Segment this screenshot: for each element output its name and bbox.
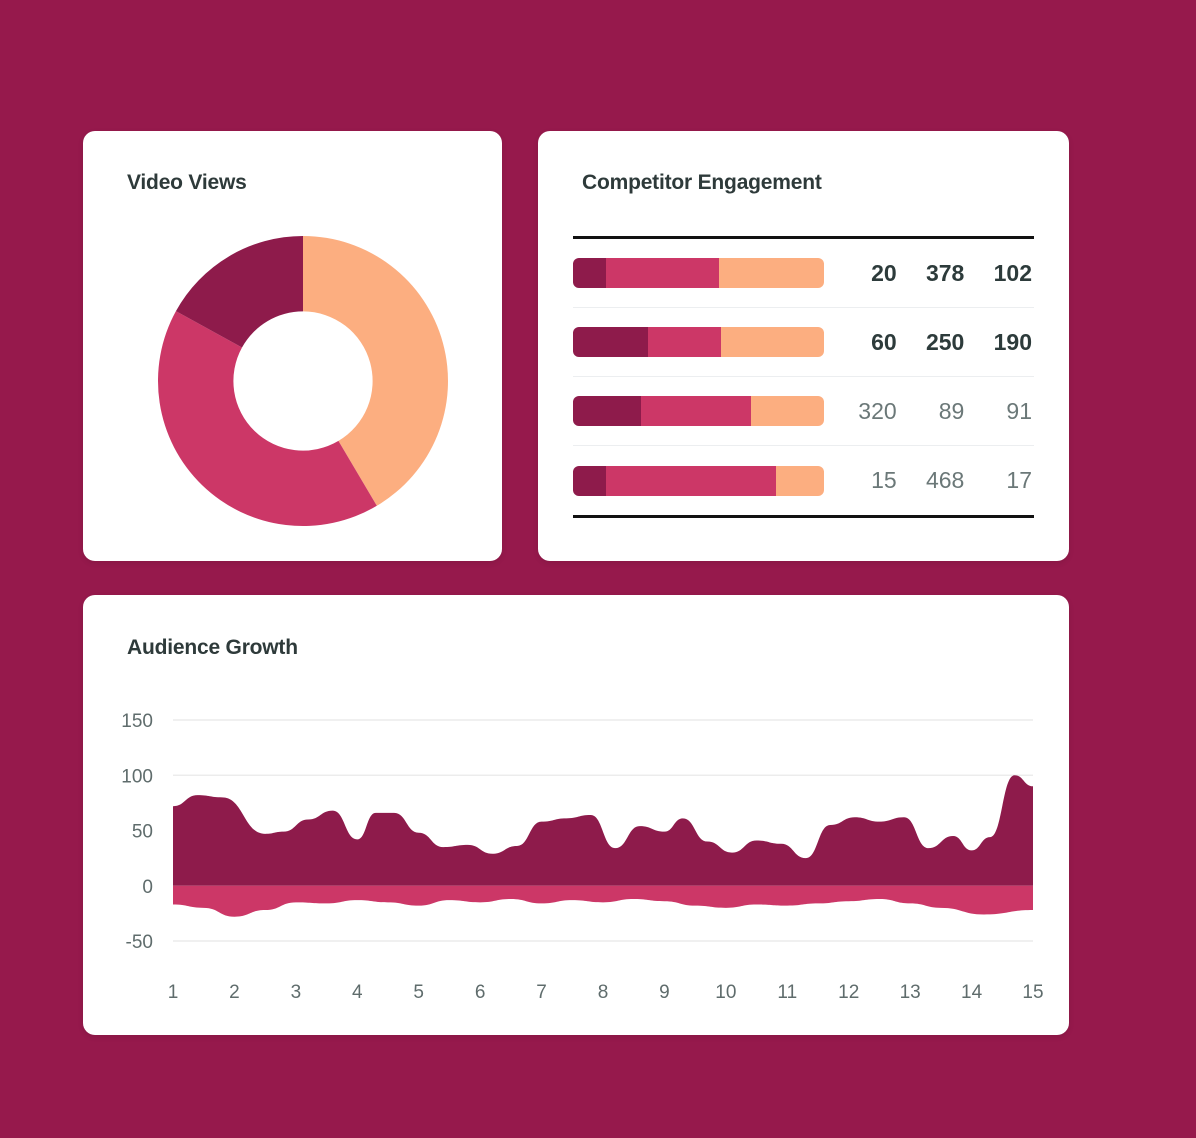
stacked-bar [573, 396, 824, 426]
bar-segment [573, 465, 606, 496]
competitor-table: 20 378 102 60 250 190 320 89 91 15 468 17 [573, 236, 1034, 518]
bar-segment [605, 465, 777, 496]
table-row[interactable]: 20 378 102 [573, 239, 1034, 308]
bar-segment [776, 465, 824, 496]
y-axis-tick-label: 0 [142, 877, 153, 898]
audience-growth-title: Audience Growth [127, 636, 298, 659]
x-axis-tick-label: 13 [900, 982, 921, 1003]
table-cell-value: 15 [871, 467, 897, 493]
area-series [173, 885, 1033, 917]
y-axis-tick-label: 100 [121, 766, 153, 787]
bar-segment [640, 396, 752, 426]
stacked-bar-cell [573, 258, 831, 288]
bar-segment [573, 396, 641, 426]
table-cell-value: 468 [925, 467, 965, 493]
bar-segment [573, 258, 606, 288]
x-axis-tick-label: 2 [229, 982, 240, 1003]
stacked-bar [573, 465, 824, 496]
chart-areas [173, 775, 1033, 917]
x-axis-tick-label: 15 [1022, 982, 1043, 1003]
competitor-table-body: 20 378 102 60 250 190 320 89 91 15 468 17 [573, 239, 1034, 515]
video-views-card: Video Views [83, 131, 502, 561]
x-axis-tick-label: 3 [291, 982, 302, 1003]
table-cell-value: 17 [1006, 467, 1033, 493]
x-axis-tick-label: 10 [715, 982, 736, 1003]
y-axis-labels: 150 100 50 0 -50 [121, 711, 153, 953]
table-row[interactable]: 15 468 17 [573, 446, 1034, 515]
donut-slice[interactable] [175, 236, 303, 348]
chart-gridlines [173, 719, 1033, 942]
x-axis-tick-label: 11 [777, 982, 797, 1003]
table-cell-value: 190 [993, 328, 1033, 355]
donut-slice[interactable] [158, 311, 377, 526]
table-cell-value: 20 [871, 259, 897, 286]
table-row[interactable]: 60 250 190 [573, 308, 1034, 377]
y-axis-tick-label: 50 [132, 822, 153, 843]
stacked-bar [573, 327, 824, 357]
table-cell-value: 60 [871, 328, 897, 355]
table-bottom-rule [573, 515, 1034, 518]
area-series [173, 775, 1033, 886]
bar-segment [751, 396, 824, 426]
table-cell-value: 378 [925, 259, 965, 286]
table-top-rule [573, 236, 1034, 239]
x-axis-tick-label: 7 [536, 982, 547, 1003]
x-axis-tick-label: 14 [961, 982, 983, 1003]
table-cell-value: 89 [938, 397, 965, 424]
x-axis-tick-label: 1 [168, 982, 179, 1003]
bar-segment [573, 327, 649, 357]
table-cell-value: 320 [858, 397, 897, 424]
x-axis-tick-label: 12 [838, 982, 859, 1003]
x-axis-labels: 1 2 3 4 5 6 7 8 9 10 11 12 13 14 15 [168, 982, 1044, 1003]
stacked-bar [573, 258, 824, 288]
bar-segment [718, 258, 824, 288]
donut-slice[interactable] [303, 236, 448, 506]
x-axis-tick-label: 9 [659, 982, 670, 1003]
table-cell-value: 91 [1006, 397, 1033, 424]
x-axis-tick-label: 5 [413, 982, 424, 1003]
table-cell-value: 102 [993, 259, 1033, 286]
bar-segment [605, 258, 719, 288]
stacked-bar-cell [573, 396, 831, 426]
y-axis-tick-label: -50 [126, 932, 153, 953]
x-axis-tick-label: 4 [352, 982, 363, 1003]
stacked-bar-cell [573, 327, 831, 357]
bar-segment [648, 327, 722, 357]
table-cell-value: 250 [925, 328, 965, 355]
x-axis-tick-label: 6 [475, 982, 486, 1003]
x-axis-tick-label: 8 [598, 982, 609, 1003]
audience-growth-card: Audience Growth 150 100 50 0 -50 1 2 3 4 5 6 7 8 9 10… [83, 595, 1069, 1035]
stacked-bar-cell [573, 465, 831, 496]
video-views-title: Video Views [127, 171, 247, 194]
donut-svg [158, 236, 448, 526]
donut-chart [93, 221, 493, 541]
bar-segment [721, 327, 824, 357]
table-row[interactable]: 320 89 91 [573, 377, 1034, 446]
y-axis-tick-label: 150 [121, 711, 153, 732]
competitor-engagement-title: Competitor Engagement [582, 171, 822, 194]
competitor-engagement-card: Competitor Engagement 20 378 102 60 250 190 32… [538, 131, 1069, 561]
